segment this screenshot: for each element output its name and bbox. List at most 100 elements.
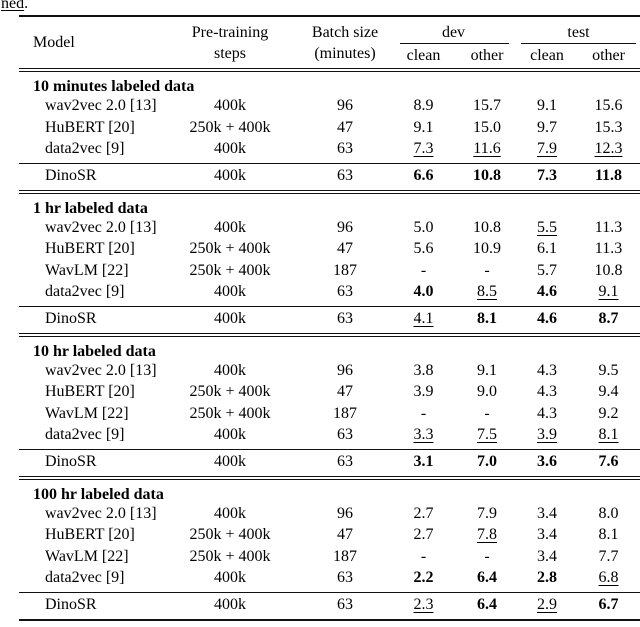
dev-other-cell: 7.9 <box>477 504 497 522</box>
dev-other-cell: 8.5 <box>477 283 497 300</box>
dinosr-row: DinoSR 400k 63 2.3 6.4 2.9 6.7 <box>19 593 640 617</box>
batch-size-cell: 47 <box>337 118 353 136</box>
section-separator-rule <box>19 332 640 337</box>
section-separator-rule <box>19 475 640 480</box>
test-clean-cell: 2.8 <box>537 569 557 586</box>
dinosr-row: DinoSR 400k 63 3.1 7.0 3.6 7.6 <box>19 450 640 474</box>
dev-other-cell: 15.0 <box>473 118 501 136</box>
dev-other-cell: 7.8 <box>477 526 497 543</box>
mid-rule <box>19 591 640 593</box>
col-group-dev: dev <box>390 17 517 44</box>
test-other-cell: 9.1 <box>598 283 619 300</box>
dev-clean-cell: 9.1 <box>413 118 434 136</box>
dev-clean-cell: 5.6 <box>413 240 434 257</box>
batch-size-cell: 63 <box>337 166 353 184</box>
dev-group-label: dev <box>441 24 466 41</box>
header-double-rule <box>19 68 640 72</box>
batch-size-cell: 63 <box>337 140 353 157</box>
test-other-cell: 11.3 <box>594 240 623 257</box>
mid-rule <box>19 448 640 450</box>
dev-clean-cell: 2.2 <box>413 569 434 586</box>
dev-clean-cell: 5.0 <box>413 218 434 236</box>
dinosr-row: DinoSR 400k 63 4.1 8.1 4.6 8.7 <box>19 307 640 331</box>
table-header: Model Pre-training steps Batch size (min… <box>19 17 640 68</box>
test-clean-cell: 6.1 <box>537 240 557 257</box>
dev-clean-cell: - <box>420 404 427 422</box>
dev-other-cell: - <box>484 261 490 279</box>
dev-clean-cell: - <box>420 261 427 279</box>
model-cell: HuBERT [20] <box>45 240 135 257</box>
batch-size-cell: 63 <box>337 426 353 443</box>
dev-clean-cell: - <box>420 547 427 565</box>
pretraining-steps-cell: 250k + 400k <box>189 526 271 543</box>
test-other-cell: 15.3 <box>594 118 623 136</box>
dev-other-cell: 10.8 <box>473 218 501 236</box>
test-other-cell: 8.1 <box>598 426 619 443</box>
test-clean-cell: 9.1 <box>537 97 557 114</box>
model-cell: data2vec [9] <box>45 426 125 443</box>
test-clean-cell: 5.5 <box>537 218 557 236</box>
dev-clean-cell: 2.7 <box>413 504 434 522</box>
dev-other-cell: 7.0 <box>477 452 497 470</box>
pretraining-steps-cell: 400k <box>214 218 246 236</box>
pretraining-steps-cell: 400k <box>214 140 246 157</box>
mid-rule <box>19 305 640 307</box>
batch-size-cell: 96 <box>337 504 353 522</box>
dev-clean-cell: 2.3 <box>413 595 434 613</box>
table-row: wav2vec 2.0 [13] 400k 96 8.9 15.7 9.1 15.6 <box>19 95 640 117</box>
pretraining-steps-cell: 400k <box>214 595 246 613</box>
model-cell: HuBERT [20] <box>45 118 135 136</box>
dev-other-cell: 10.9 <box>473 240 501 257</box>
model-cell: data2vec [9] <box>45 140 125 157</box>
mid-rule <box>19 162 640 164</box>
model-cell: DinoSR <box>45 452 97 470</box>
section-title: 1 hr labeled data <box>33 199 148 217</box>
dev-clean-cell: 4.1 <box>413 309 434 327</box>
pretraining-steps-cell: 400k <box>214 361 246 379</box>
model-cell: WavLM [22] <box>45 404 129 422</box>
dev-other-cell: 9.1 <box>477 361 497 379</box>
dev-clean-cell: 2.7 <box>413 526 434 543</box>
dev-other-cell: - <box>484 404 490 422</box>
pretraining-steps-cell: 250k + 400k <box>189 118 271 136</box>
batch-size-cell: 47 <box>337 240 353 257</box>
dinosr-row: DinoSR 400k 63 6.6 10.8 7.3 11.8 <box>19 164 640 188</box>
test-clean-cell: 4.3 <box>537 361 557 379</box>
table-row: data2vec [9] 400k 63 4.0 8.5 4.6 9.1 <box>19 281 640 303</box>
col-header-batch-size: Batch size (minutes) <box>300 17 390 68</box>
model-cell: data2vec [9] <box>45 569 125 586</box>
model-cell: DinoSR <box>45 309 97 327</box>
test-clean-cell: 7.9 <box>537 140 557 157</box>
caption-fragment: ned. <box>1 0 28 12</box>
batch-size-cell: 47 <box>337 383 353 400</box>
batch-size-cell: 96 <box>337 218 353 236</box>
test-other-cell: 6.7 <box>598 595 619 613</box>
test-other-cell: 11.3 <box>594 218 623 236</box>
test-clean-cell: 9.7 <box>537 118 557 136</box>
model-cell: HuBERT [20] <box>45 383 135 400</box>
pretraining-steps-cell: 250k + 400k <box>189 240 271 257</box>
batch-header-line2: (minutes) <box>314 44 376 62</box>
test-clean-cell: 4.3 <box>537 404 557 422</box>
table-row: data2vec [9] 400k 63 3.3 7.5 3.9 8.1 <box>19 424 640 446</box>
caption-underlined-text: ned <box>1 0 25 12</box>
test-clean-cell: 7.3 <box>537 166 557 184</box>
batch-size-cell: 187 <box>333 261 357 279</box>
test-other-cell: 8.7 <box>598 309 619 327</box>
col-header-model: Model <box>33 33 75 51</box>
test-clean-cell: 4.6 <box>537 309 557 327</box>
table-row: WavLM [22] 250k + 400k 187 - - 4.3 9.2 <box>19 403 640 425</box>
batch-header-line1: Batch size <box>311 23 379 41</box>
model-cell: wav2vec 2.0 [13] <box>45 97 157 114</box>
table-row: HuBERT [20] 250k + 400k 47 9.1 15.0 9.7 15.3 <box>19 117 640 139</box>
test-clean-cell: 4.3 <box>537 383 557 400</box>
test-other-cell: 8.0 <box>598 504 619 522</box>
model-cell: HuBERT [20] <box>45 526 135 543</box>
dev-other-cell: - <box>484 547 490 565</box>
dev-other-cell: 6.4 <box>477 595 497 613</box>
bottom-rule <box>19 618 640 621</box>
table-row: wav2vec 2.0 [13] 400k 96 5.0 10.8 5.5 11.3 <box>19 217 640 239</box>
dev-clean-cell: 3.3 <box>413 426 434 443</box>
model-cell: WavLM [22] <box>45 547 129 565</box>
test-clean-cell: 3.4 <box>537 504 557 522</box>
